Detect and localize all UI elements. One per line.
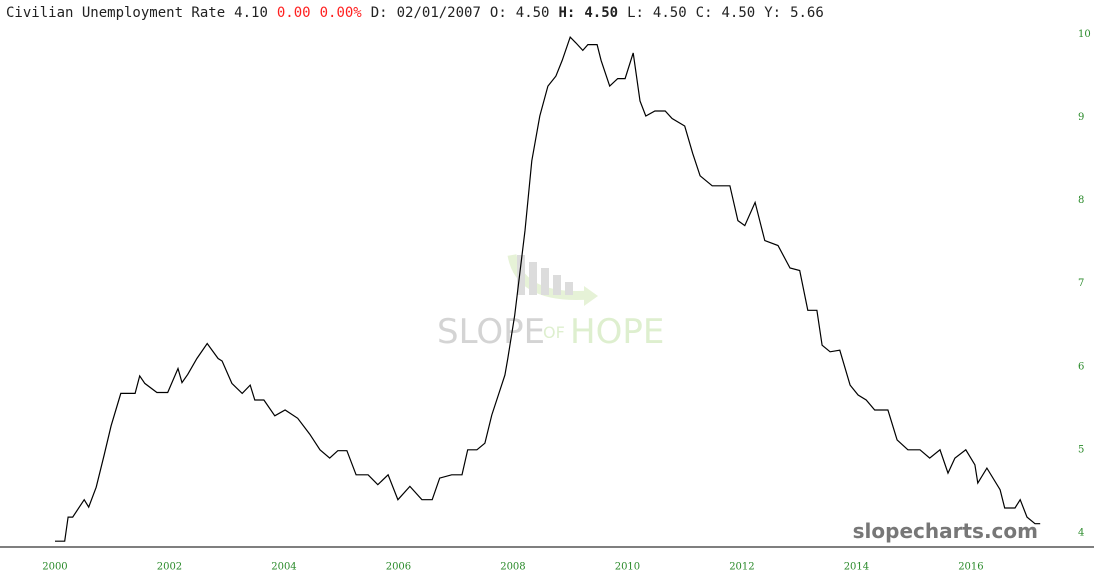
readout-item: 4.50 (515, 5, 550, 21)
x-tick-label: 2014 (844, 562, 869, 573)
watermark-bar (517, 255, 525, 295)
watermark-text: OF (543, 323, 565, 342)
watermark: SLOPE OF HOPE (437, 253, 664, 352)
readout-item: 5.66 (790, 5, 824, 21)
y-tick-label: 8 (1078, 195, 1084, 206)
watermark-bar (565, 282, 573, 295)
y-tick-label: 5 (1078, 444, 1084, 455)
y-tick-label: 6 (1078, 361, 1084, 372)
y-tick-label: 10 (1078, 29, 1091, 40)
x-tick-label: 2012 (729, 562, 754, 573)
readout-item: 4.50 (652, 5, 687, 21)
readout-item: O: (489, 5, 507, 21)
watermark-text: SLOPE (437, 312, 545, 352)
watermark-bar (541, 268, 549, 295)
readout-item: 4.50 (721, 5, 756, 21)
watermark-arrow (584, 286, 598, 306)
readout-item: C: (695, 5, 713, 21)
y-tick-label: 7 (1078, 278, 1084, 289)
readout-item: 4.50 (584, 5, 619, 21)
series-line (55, 35, 1041, 542)
credit: slopecharts.com (853, 519, 1038, 543)
readout-item: 02/01/2007 (396, 5, 481, 21)
watermark-bar (529, 262, 537, 295)
x-tick-label: 2004 (271, 562, 296, 573)
readout-item: 4.10 (234, 5, 268, 21)
watermark-bar (553, 275, 561, 295)
y-tick-label: 4 (1078, 527, 1084, 538)
x-tick-label: 2010 (615, 562, 640, 573)
readout-item: L: (627, 5, 644, 21)
y-tick-label: 9 (1078, 112, 1084, 123)
readout-item: Y: (764, 5, 782, 21)
readout-item: D: (370, 5, 388, 21)
x-tick-label: 2006 (386, 562, 411, 573)
header: Civilian Unemployment Rate 4.10 0.00 0.00% D… (6, 5, 833, 21)
chart-title: Civilian Unemployment Rate (6, 5, 226, 21)
readout-item: 0.00% (319, 5, 362, 21)
x-tick-label: 2002 (157, 562, 182, 573)
watermark-text: HOPE (570, 312, 664, 352)
readout-item: H: (558, 5, 576, 21)
x-tick-label: 2000 (42, 562, 67, 573)
x-tick-label: 2016 (958, 562, 983, 573)
readout-item: 0.00 (276, 5, 311, 21)
x-tick-label: 2008 (500, 562, 525, 573)
